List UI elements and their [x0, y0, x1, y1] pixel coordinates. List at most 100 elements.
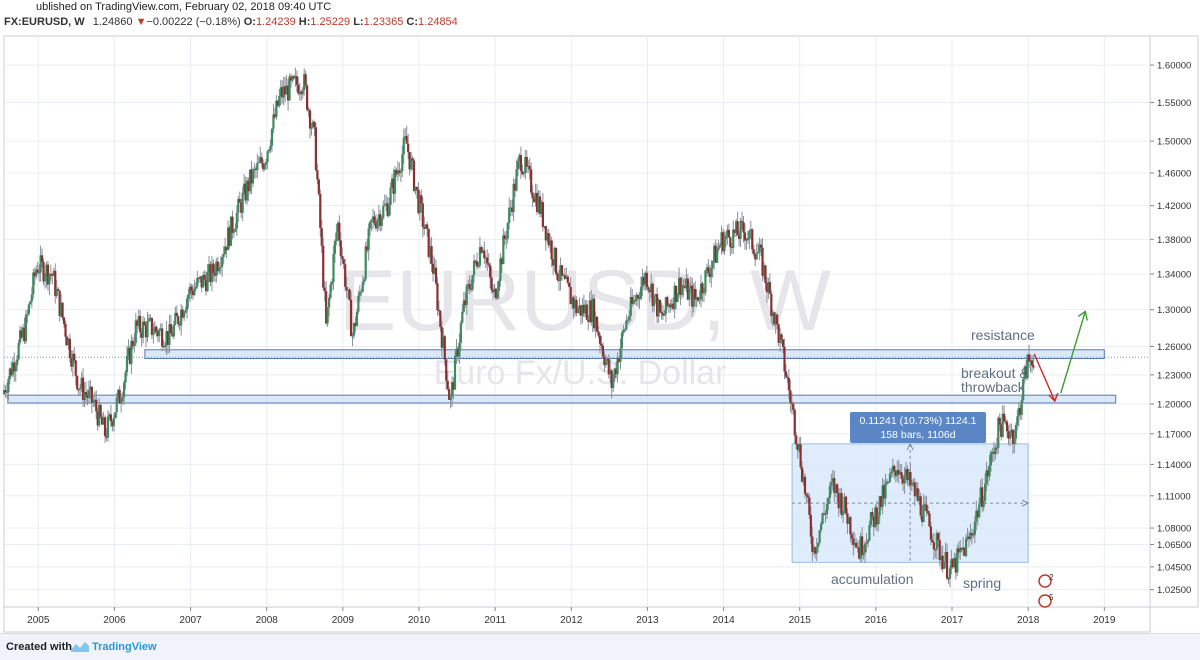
candle-body	[597, 331, 600, 336]
candle	[270, 127, 274, 153]
candle-body	[985, 470, 988, 484]
candle	[493, 283, 496, 298]
candle	[669, 299, 672, 313]
candle-body	[694, 289, 697, 300]
candle	[74, 359, 77, 386]
candle	[858, 539, 861, 560]
candle	[112, 413, 115, 432]
candle-body	[502, 235, 505, 265]
candle-body	[902, 478, 905, 484]
candle-body	[784, 371, 788, 377]
candle	[738, 230, 741, 247]
candle-body	[147, 318, 151, 322]
x-tick-label: 2005	[27, 615, 50, 626]
candle	[386, 196, 389, 218]
candle	[915, 481, 918, 498]
candle-body	[360, 291, 363, 293]
price-chart[interactable]: 1.60000 1.55000 1.50000 1.46000 1.42000 1.380…	[0, 0, 1200, 633]
candle-body	[36, 269, 39, 273]
candle	[786, 374, 789, 383]
candle	[388, 197, 391, 218]
candle	[433, 257, 436, 275]
candle-body	[677, 277, 681, 295]
candle	[541, 192, 544, 232]
candle	[707, 259, 710, 276]
candle	[910, 480, 913, 492]
candle-body	[370, 219, 373, 222]
candle-body	[269, 145, 272, 150]
candle	[402, 128, 405, 164]
candle-body	[802, 476, 805, 482]
candle-body	[658, 299, 662, 312]
candle-body	[92, 401, 95, 403]
candle	[767, 277, 770, 300]
candle	[335, 224, 338, 246]
candle	[57, 287, 60, 291]
candle-body	[112, 418, 115, 427]
candle-body	[210, 263, 214, 283]
candle	[625, 314, 628, 331]
candle	[645, 265, 648, 291]
candle	[455, 339, 458, 365]
candle	[172, 320, 175, 340]
candle	[937, 532, 940, 548]
candle-body	[562, 275, 565, 277]
candle	[134, 312, 137, 346]
candle-body	[910, 483, 913, 486]
tradingview-brand[interactable]: TradingView	[92, 641, 157, 653]
candle	[414, 186, 417, 195]
candle-body	[1005, 421, 1009, 432]
candle-body	[629, 296, 632, 316]
candle-body	[389, 187, 392, 205]
candle	[976, 508, 979, 526]
candle	[155, 325, 158, 337]
candle-body	[885, 481, 889, 484]
candle-body	[821, 513, 824, 524]
candle-body	[751, 229, 754, 250]
candle	[140, 328, 143, 347]
candle-body	[541, 202, 544, 228]
candle-body	[781, 339, 785, 347]
candle-body	[815, 547, 818, 554]
candle-body	[393, 170, 397, 194]
candle	[481, 247, 484, 254]
candle-body	[352, 323, 356, 336]
candle-body	[16, 359, 19, 366]
candle-body	[899, 472, 902, 475]
candle-body	[639, 286, 643, 299]
candle	[606, 357, 609, 365]
candle-body	[169, 324, 173, 334]
candle-body	[795, 435, 798, 444]
candle	[260, 152, 263, 168]
candle-body	[439, 310, 442, 328]
candle	[764, 264, 767, 291]
candle	[483, 241, 486, 264]
candle-body	[516, 161, 520, 170]
candle-body	[957, 548, 960, 553]
candle	[218, 262, 221, 274]
candle-body	[748, 230, 751, 240]
candle-body	[392, 178, 395, 194]
candle	[383, 194, 386, 207]
candle-body	[682, 285, 685, 287]
candle	[929, 521, 933, 546]
candle	[569, 277, 572, 305]
candle-body	[685, 278, 688, 289]
candle-body	[888, 473, 892, 482]
candle-body	[235, 212, 238, 229]
candle	[672, 296, 675, 312]
candle-body	[449, 396, 452, 400]
candle	[206, 264, 209, 292]
candle	[909, 463, 912, 491]
candle	[449, 393, 452, 409]
candle	[273, 107, 277, 119]
candle-body	[304, 74, 307, 86]
candle	[629, 287, 632, 322]
candle	[368, 220, 372, 236]
candle	[928, 510, 931, 528]
candle	[588, 291, 591, 323]
candle-body	[228, 227, 231, 246]
candle	[76, 375, 79, 392]
candle-body	[371, 216, 375, 220]
y-tick-label: 1.30000	[1157, 305, 1191, 316]
